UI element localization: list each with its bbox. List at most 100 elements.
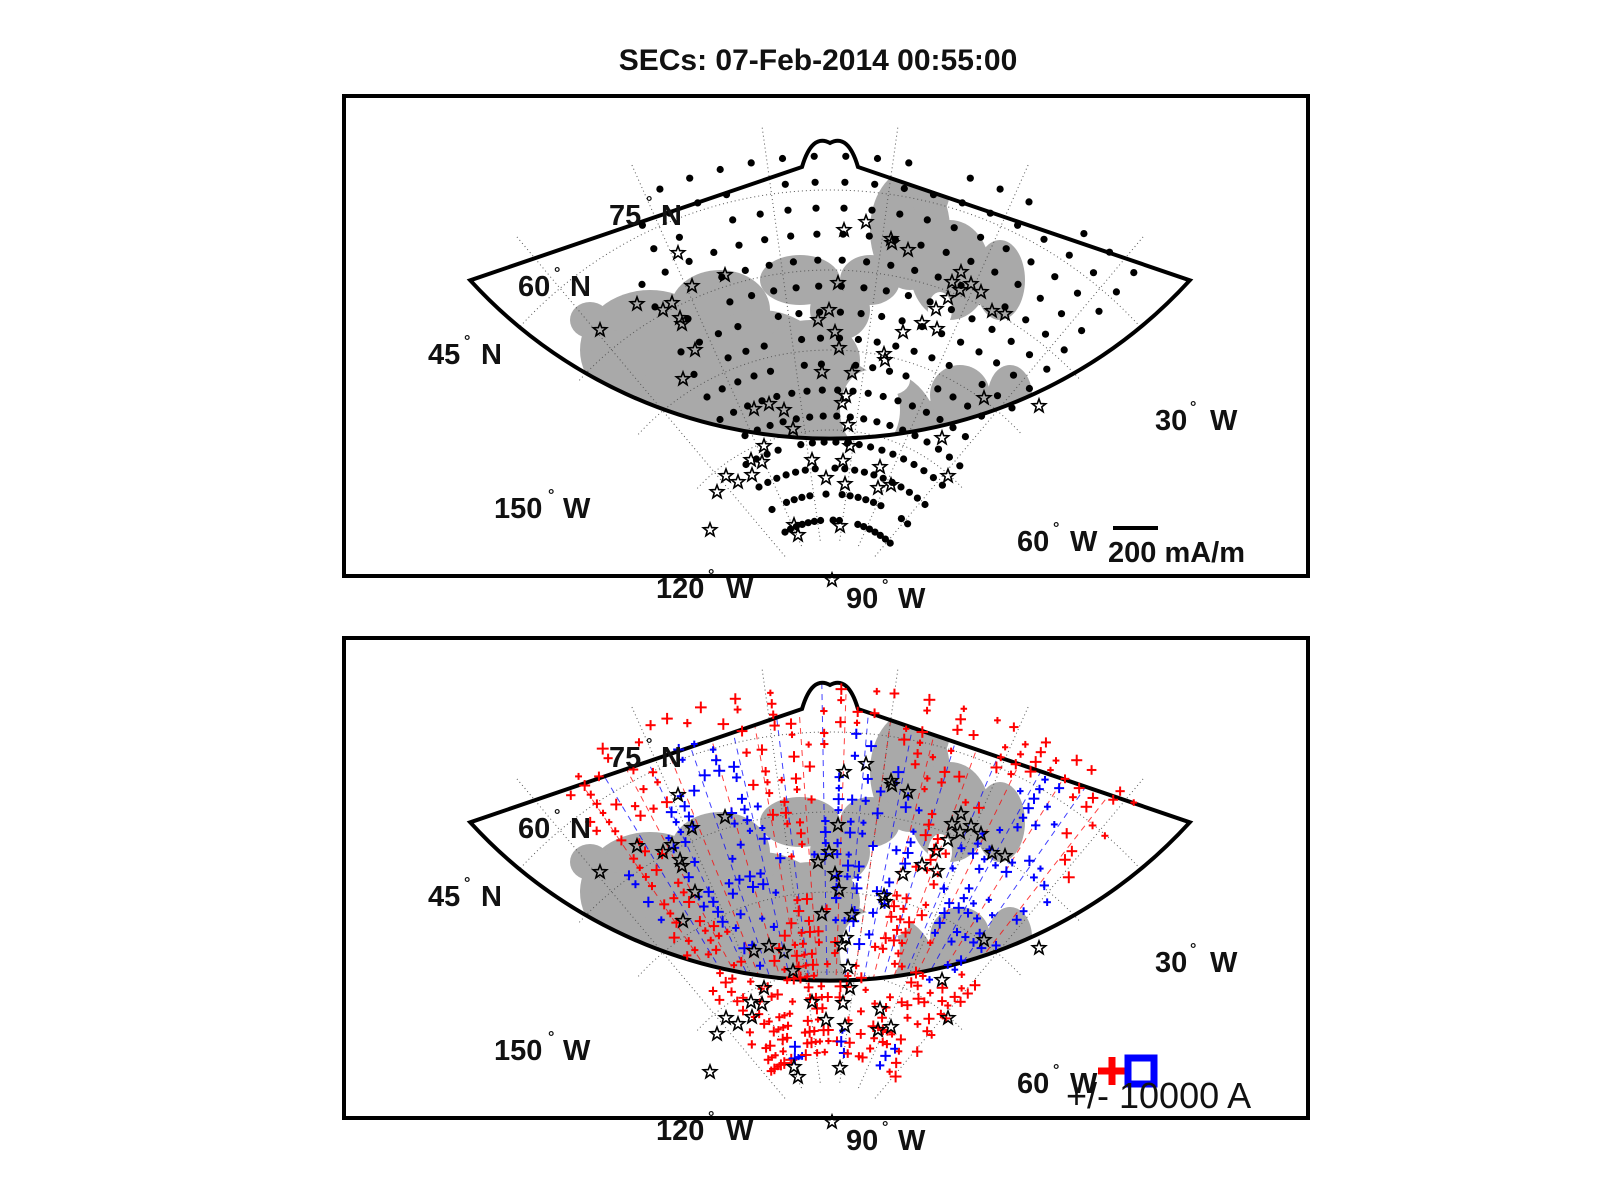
plus-marker (1028, 793, 1040, 805)
station-star-icon (972, 824, 990, 842)
station-star-icon (743, 465, 761, 483)
grid-point (817, 516, 825, 525)
plus-marker (1060, 774, 1070, 784)
plus-marker (768, 1026, 779, 1037)
plus-marker (985, 845, 994, 854)
plus-marker (707, 936, 715, 944)
degree-symbol: ° (1053, 520, 1059, 537)
plus-marker (958, 985, 965, 992)
plus-marker (647, 882, 657, 891)
plus-marker (733, 705, 742, 714)
plus-marker (635, 810, 646, 822)
grid-point (945, 361, 953, 370)
station-star-icon (745, 399, 763, 417)
grid-point (851, 466, 859, 474)
plus-marker (1030, 873, 1038, 882)
station-star-icon (975, 930, 993, 948)
grid-point (1014, 221, 1022, 229)
plus-marker (793, 786, 801, 793)
station-star-icon (882, 771, 900, 789)
plus-marker (788, 731, 796, 739)
grid-point (753, 426, 761, 434)
grid-point (806, 413, 814, 421)
grid-point (873, 154, 882, 163)
grid-point (833, 412, 841, 420)
plus-marker (786, 1010, 794, 1018)
station-star-icon (831, 1058, 849, 1076)
grid-point (784, 206, 792, 214)
plus-marker (758, 833, 771, 845)
degree-symbol: ° (708, 567, 714, 584)
plus-marker (738, 993, 748, 1003)
grid-point (755, 483, 763, 491)
grid-point (865, 232, 873, 240)
plus-marker (745, 1028, 754, 1037)
plus-marker (782, 1032, 792, 1043)
plus-marker (728, 974, 737, 983)
plus-marker (962, 988, 973, 999)
plus-marker (1002, 744, 1009, 751)
grid-point (928, 354, 936, 362)
grid-point (742, 347, 750, 355)
grid-point (1060, 346, 1068, 354)
station-star-icon (962, 816, 980, 834)
sec-grid-points (638, 152, 1138, 547)
plus-marker (631, 880, 640, 889)
station-star-icon (829, 273, 847, 291)
current-line (795, 682, 824, 981)
station-star-icon (933, 428, 951, 446)
station-star-icon (983, 843, 1001, 861)
plus-marker (887, 934, 900, 947)
plus-marker (1000, 866, 1012, 878)
plus-marker (715, 932, 723, 940)
plus-marker (884, 877, 895, 888)
plus-marker (673, 878, 683, 888)
plus-marker (821, 839, 830, 847)
plus-marker (927, 939, 934, 946)
plus-marker (996, 753, 1005, 762)
plus-marker (862, 986, 869, 994)
grid-point (690, 370, 698, 378)
station-star-icon (952, 262, 970, 280)
grid-point (1051, 273, 1059, 281)
plus-marker (643, 896, 654, 908)
plus-marker (649, 804, 658, 813)
plus-marker (803, 973, 811, 980)
lat-label-60: 60 (518, 271, 550, 303)
plus-marker (669, 893, 679, 903)
plus-marker (960, 705, 968, 713)
current-line (556, 747, 775, 981)
station-star-icon (841, 436, 859, 454)
plus-marker (821, 816, 830, 826)
plus-marker (834, 806, 843, 814)
plus-marker (835, 1036, 847, 1048)
station-star-icon (686, 340, 704, 358)
station-star-icon (717, 466, 735, 484)
grid-point (812, 204, 820, 212)
grid-point (768, 505, 776, 514)
meridian-line (874, 235, 1145, 557)
plus-marker (901, 893, 912, 904)
station-markers (591, 212, 1048, 588)
plus-marker (895, 1034, 906, 1045)
plus-marker (835, 784, 843, 792)
station-star-icon (962, 274, 980, 292)
plus-marker (921, 785, 928, 793)
plus-marker (772, 1052, 779, 1059)
grid-point (734, 378, 742, 386)
plus-marker (797, 928, 806, 937)
plus-marker (1061, 828, 1072, 839)
current-line (578, 733, 779, 981)
grid-point (886, 539, 894, 547)
current-line (878, 724, 1068, 981)
lon-label-150-hemisphere: W (563, 1035, 591, 1067)
plus-marker (973, 839, 982, 848)
plus-marker (953, 902, 965, 914)
plus-marker (831, 949, 839, 957)
plus-marker (889, 688, 900, 699)
plus-marker (628, 764, 639, 775)
grid-point (735, 241, 743, 249)
grid-point (1095, 307, 1103, 315)
grid-point (860, 523, 868, 531)
plus-marker (955, 713, 967, 725)
